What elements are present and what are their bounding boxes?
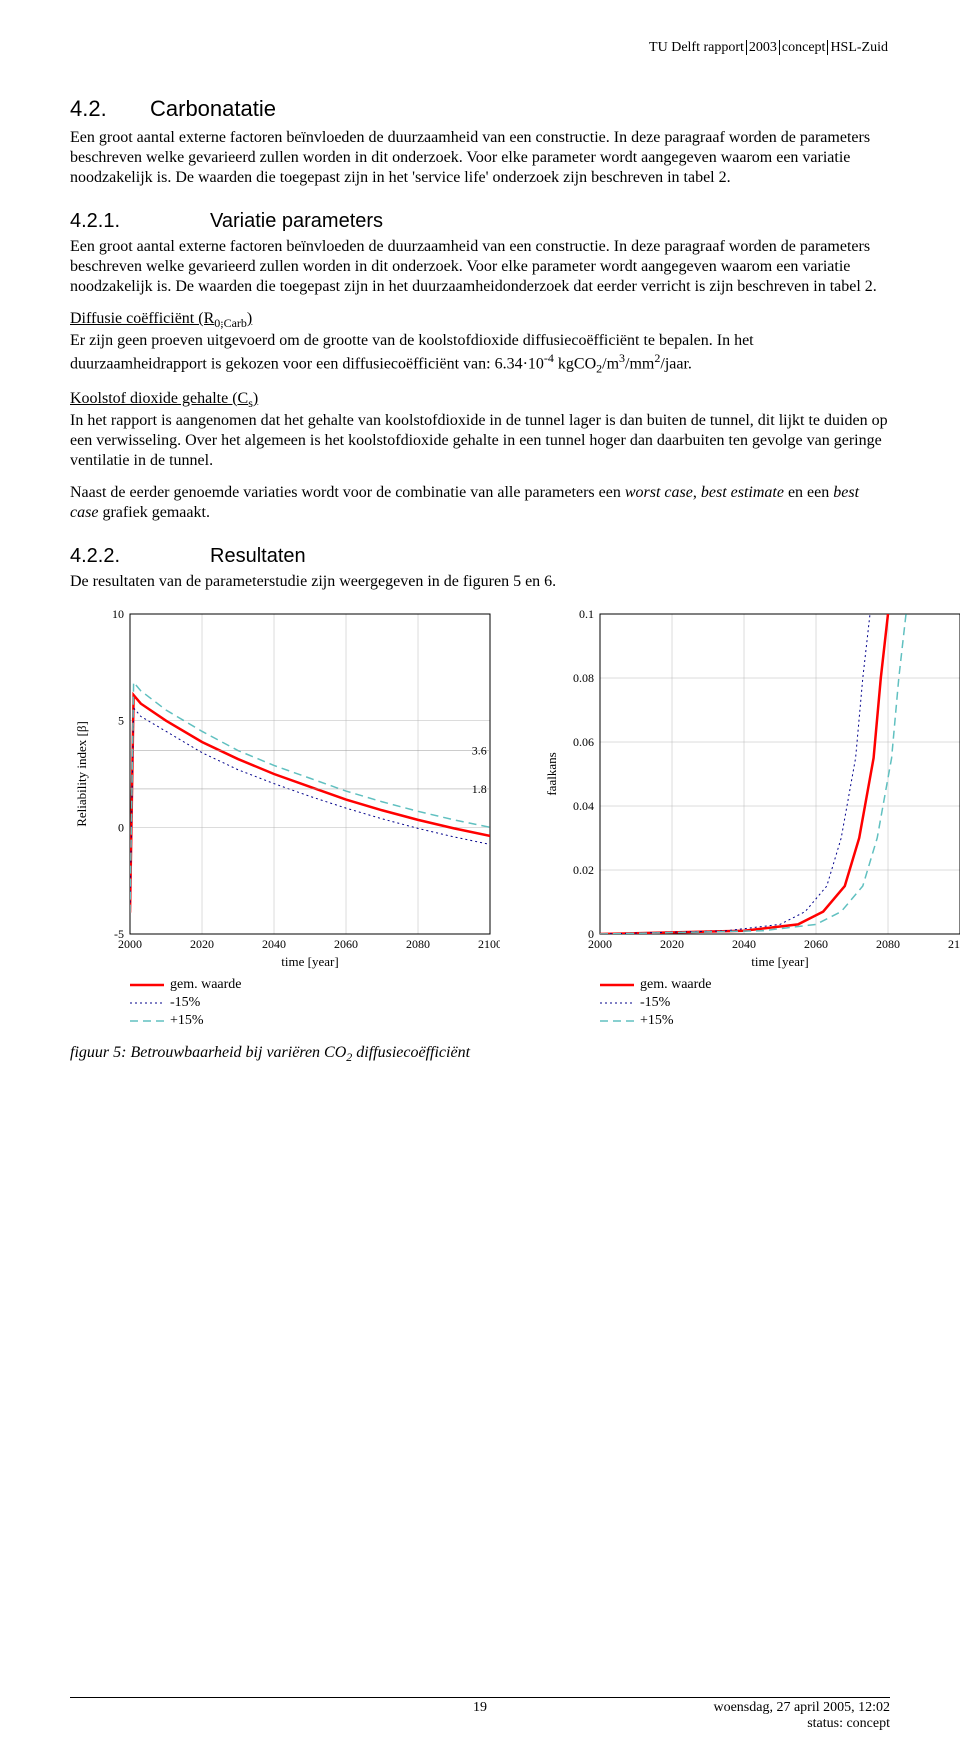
svg-text:0.06: 0.06	[573, 735, 594, 749]
page-footer: 19 woensdag, 27 april 2005, 12:02 status…	[70, 1697, 890, 1732]
heading-title: Resultaten	[210, 545, 306, 567]
heading-title: Carbonatatie	[150, 96, 276, 121]
svg-text:2020: 2020	[660, 937, 684, 951]
svg-text:2040: 2040	[262, 937, 286, 951]
para-diffusion: Diffusie coëfficiënt (R0;Carb) Er zijn g…	[70, 309, 890, 377]
para-worstcase: Naast de eerder genoemde variaties wordt…	[70, 483, 890, 523]
svg-text:1.8: 1.8	[472, 782, 487, 796]
svg-text:0.04: 0.04	[573, 799, 594, 813]
footer-page: 19	[70, 1700, 890, 1716]
hdr-part: concept	[779, 40, 828, 55]
svg-text:Reliability index [β]: Reliability index [β]	[74, 721, 89, 827]
svg-text:2080: 2080	[406, 937, 430, 951]
page-header: TU Delft rapport2003conceptHSL-Zuid	[70, 40, 890, 56]
para: Een groot aantal externe factoren beïnvl…	[70, 237, 890, 297]
svg-text:2020: 2020	[190, 937, 214, 951]
footer-status: status: concept	[713, 1716, 890, 1732]
hdr-part: TU Delft rapport	[647, 40, 746, 55]
svg-text:2100: 2100	[478, 937, 500, 951]
svg-text:-5: -5	[114, 927, 124, 941]
svg-text:2040: 2040	[732, 937, 756, 951]
svg-text:3.6: 3.6	[472, 743, 487, 757]
svg-text:time [year]: time [year]	[281, 954, 338, 969]
reliability-chart: 200020202040206020802100-505103.61.8time…	[70, 604, 500, 974]
para-cs: Koolstof dioxide gehalte (Cs) In het rap…	[70, 389, 890, 471]
heading-4-2-2: 4.2.2.Resultaten	[70, 545, 890, 568]
svg-text:faalkans: faalkans	[544, 752, 559, 795]
svg-text:0: 0	[118, 820, 124, 834]
svg-text:2100: 2100	[948, 937, 960, 951]
inline-heading: Koolstof dioxide gehalte (Cs)	[70, 390, 258, 407]
heading-title: Variatie parameters	[210, 210, 383, 232]
heading-num: 4.2.	[70, 96, 150, 122]
figure-caption: figuur 5: Betrouwbaarheid bij variëren C…	[70, 1044, 890, 1065]
legend-left: gem. waarde-15%+15%	[130, 976, 500, 1030]
svg-text:10: 10	[112, 607, 124, 621]
figure-5-row: 200020202040206020802100-505103.61.8time…	[70, 604, 890, 1030]
hdr-part: HSL-Zuid	[827, 40, 890, 55]
svg-text:2080: 2080	[876, 937, 900, 951]
svg-text:0: 0	[588, 927, 594, 941]
svg-text:0.08: 0.08	[573, 671, 594, 685]
svg-text:0.1: 0.1	[579, 607, 594, 621]
faalkans-chart: 20002020204020602080210000.020.040.060.0…	[540, 604, 960, 974]
svg-text:0.02: 0.02	[573, 863, 594, 877]
para: De resultaten van de parameterstudie zij…	[70, 572, 890, 592]
inline-heading: Diffusie coëfficiënt (R0;Carb)	[70, 310, 252, 327]
hdr-part: 2003	[746, 40, 779, 55]
svg-text:2060: 2060	[804, 937, 828, 951]
heading-num: 4.2.1.	[70, 210, 210, 233]
svg-text:2060: 2060	[334, 937, 358, 951]
svg-text:time [year]: time [year]	[751, 954, 808, 969]
legend-right: gem. waarde-15%+15%	[600, 976, 960, 1030]
para: Een groot aantal externe factoren beïnvl…	[70, 128, 890, 188]
heading-num: 4.2.2.	[70, 545, 210, 568]
heading-4-2: 4.2.Carbonatatie	[70, 96, 890, 122]
heading-4-2-1: 4.2.1.Variatie parameters	[70, 210, 890, 233]
svg-text:5: 5	[118, 714, 124, 728]
